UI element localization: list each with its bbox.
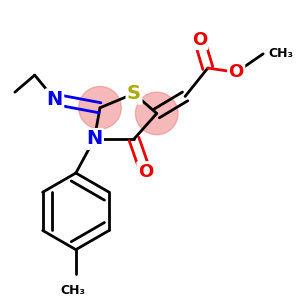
Text: CH₃: CH₃ [61,284,85,297]
Text: O: O [229,63,244,81]
Circle shape [79,86,121,129]
Text: CH₃: CH₃ [269,47,294,60]
Text: N: N [86,130,102,148]
Text: O: O [192,31,207,49]
Text: O: O [138,163,153,181]
Text: S: S [127,84,141,103]
Text: N: N [46,90,63,109]
Circle shape [136,92,178,135]
